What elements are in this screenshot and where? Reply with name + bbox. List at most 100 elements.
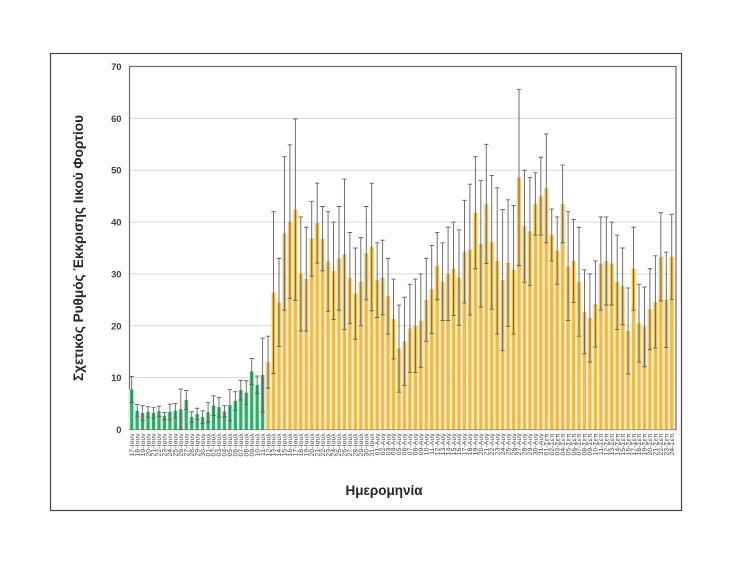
svg-text:07-Αυγ: 07-Αυγ [407,433,414,456]
svg-text:20-Ιουλ: 20-Ιουλ [309,433,316,457]
svg-text:19-Ιουν: 19-Ιουν [140,433,147,457]
svg-text:23-Ιουν: 23-Ιουν [162,433,169,457]
svg-text:27-Ιουλ: 27-Ιουλ [347,433,354,457]
svg-text:24-Σεπ: 24-Σεπ [669,433,676,456]
svg-text:31-Αυγ: 31-Αυγ [538,433,545,456]
svg-text:21-Ιουλ: 21-Ιουλ [314,433,321,457]
svg-text:15-Σεπ: 15-Σεπ [620,433,627,456]
svg-text:12-Αυγ: 12-Αυγ [434,433,441,456]
svg-text:05-Ιουλ: 05-Ιουλ [227,433,234,457]
svg-text:11-Ιουλ: 11-Ιουλ [260,433,267,456]
svg-text:18-Ιουλ: 18-Ιουλ [298,433,305,457]
svg-text:70: 70 [111,61,121,72]
svg-text:17-Ιουλ: 17-Ιουλ [293,433,300,457]
svg-text:16-Ιουλ: 16-Ιουλ [287,433,294,457]
svg-text:21-Σεπ: 21-Σεπ [653,433,660,456]
svg-text:18-Ιουν: 18-Ιουν [134,433,141,457]
svg-text:25-Αυγ: 25-Αυγ [505,433,512,456]
svg-text:06-Αυγ: 06-Αυγ [402,433,409,456]
svg-text:26-Αυγ: 26-Αυγ [511,433,518,456]
svg-text:08-Ιουλ: 08-Ιουλ [243,433,250,457]
svg-text:02-Ιουλ: 02-Ιουλ [211,433,218,457]
svg-text:29-Αυγ: 29-Αυγ [527,433,534,456]
svg-text:19-Ιουλ: 19-Ιουλ [303,433,310,457]
svg-text:16-Αυγ: 16-Αυγ [456,433,463,456]
svg-text:14-Σεπ: 14-Σεπ [614,433,621,456]
svg-text:60: 60 [111,113,121,124]
svg-text:24-Ιουν: 24-Ιουν [167,433,174,457]
svg-text:19-Σεπ: 19-Σεπ [642,433,649,456]
svg-text:04-Ιουλ: 04-Ιουλ [222,433,229,457]
svg-text:11-Σεπ: 11-Σεπ [598,433,605,455]
svg-text:30-Ιουλ: 30-Ιουλ [363,433,370,457]
svg-text:16-Σεπ: 16-Σεπ [625,433,632,456]
svg-text:21-Ιουν: 21-Ιουν [151,433,158,457]
svg-text:21-Αυγ: 21-Αυγ [483,433,490,456]
svg-text:23-Αυγ: 23-Αυγ [494,433,501,456]
svg-text:03-Ιουλ: 03-Ιουλ [216,433,223,457]
svg-text:18-Σεπ: 18-Σεπ [636,433,643,456]
svg-text:20-Αυγ: 20-Αυγ [478,433,485,456]
svg-text:24-Ιουλ: 24-Ιουλ [331,433,338,457]
svg-text:03-Αυγ: 03-Αυγ [385,433,392,456]
svg-text:26-Ιουν: 26-Ιουν [178,433,185,457]
svg-text:40: 40 [111,217,121,228]
svg-text:31-Ιουλ: 31-Ιουλ [369,433,376,457]
svg-text:17-Αυγ: 17-Αυγ [462,433,469,456]
svg-text:08-Αυγ: 08-Αυγ [413,433,420,456]
svg-text:13-Ιουλ: 13-Ιουλ [271,433,278,457]
svg-text:05-Σεπ: 05-Σεπ [565,433,572,456]
svg-text:22-Αυγ: 22-Αυγ [489,433,496,456]
svg-text:26-Ιουλ: 26-Ιουλ [342,433,349,457]
svg-text:10-Ιουλ: 10-Ιουλ [254,433,261,457]
svg-text:17-Ιουν: 17-Ιουν [129,433,136,457]
svg-text:04-Αυγ: 04-Αυγ [391,433,398,456]
svg-text:22-Ιουλ: 22-Ιουλ [320,433,327,457]
svg-text:23-Ιουλ: 23-Ιουλ [325,433,332,457]
svg-text:12-Σεπ: 12-Σεπ [603,433,610,456]
svg-text:22-Σεπ: 22-Σεπ [658,433,665,456]
svg-text:15-Αυγ: 15-Αυγ [451,433,458,456]
svg-text:09-Σεπ: 09-Σεπ [587,433,594,456]
svg-text:09-Αυγ: 09-Αυγ [418,433,425,456]
svg-text:13-Αυγ: 13-Αυγ [440,433,447,456]
svg-text:08-Σεπ: 08-Σεπ [582,433,589,456]
svg-text:30: 30 [111,268,121,279]
svg-text:17-Σεπ: 17-Σεπ [631,433,638,456]
svg-text:28-Ιουλ: 28-Ιουλ [353,433,360,457]
svg-text:10-Αυγ: 10-Αυγ [423,433,430,456]
svg-text:12-Ιουλ: 12-Ιουλ [265,433,272,457]
svg-text:23-Σεπ: 23-Σεπ [663,433,670,456]
svg-text:15-Ιουλ: 15-Ιουλ [282,433,289,457]
svg-text:29-Ιουν: 29-Ιουν [194,433,201,457]
svg-text:20-Ιουν: 20-Ιουν [145,433,152,457]
svg-text:13-Σεπ: 13-Σεπ [609,433,616,456]
svg-text:19-Αυγ: 19-Αυγ [473,433,480,456]
svg-text:03-Σεπ: 03-Σεπ [554,433,561,456]
svg-text:29-Ιουλ: 29-Ιουλ [358,433,365,457]
svg-text:22-Ιουν: 22-Ιουν [156,433,163,457]
svg-text:02-Σεπ: 02-Σεπ [549,433,556,456]
svg-text:25-Ιουλ: 25-Ιουλ [336,433,343,457]
svg-text:02-Αυγ: 02-Αυγ [380,433,387,456]
svg-text:05-Αυγ: 05-Αυγ [396,433,403,456]
svg-text:11-Αυγ: 11-Αυγ [429,433,436,455]
svg-text:28-Ιουν: 28-Ιουν [189,433,196,457]
svg-text:07-Ιουλ: 07-Ιουλ [238,433,245,457]
svg-text:14-Αυγ: 14-Αυγ [445,433,452,456]
svg-text:01-Ιουλ: 01-Ιουλ [205,433,212,457]
svg-text:50: 50 [111,165,121,176]
svg-text:14-Ιουλ: 14-Ιουλ [276,433,283,457]
svg-text:04-Σεπ: 04-Σεπ [560,433,567,456]
svg-text:0: 0 [116,424,121,435]
svg-text:09-Ιουλ: 09-Ιουλ [249,433,256,457]
svg-text:25-Ιουν: 25-Ιουν [173,433,180,457]
svg-text:20: 20 [111,320,121,331]
svg-text:28-Αυγ: 28-Αυγ [522,433,529,456]
svg-text:Ημερομηνία: Ημερομηνία [345,483,423,498]
svg-text:27-Ιουν: 27-Ιουν [183,433,190,457]
svg-text:24-Αυγ: 24-Αυγ [500,433,507,456]
svg-text:Σχετικός Ρυθμός Έκκρισης Ιικού: Σχετικός Ρυθμός Έκκρισης Ιικού Φορτίου [71,115,86,381]
svg-text:06-Σεπ: 06-Σεπ [571,433,578,456]
svg-text:01-Σεπ: 01-Σεπ [543,433,550,456]
